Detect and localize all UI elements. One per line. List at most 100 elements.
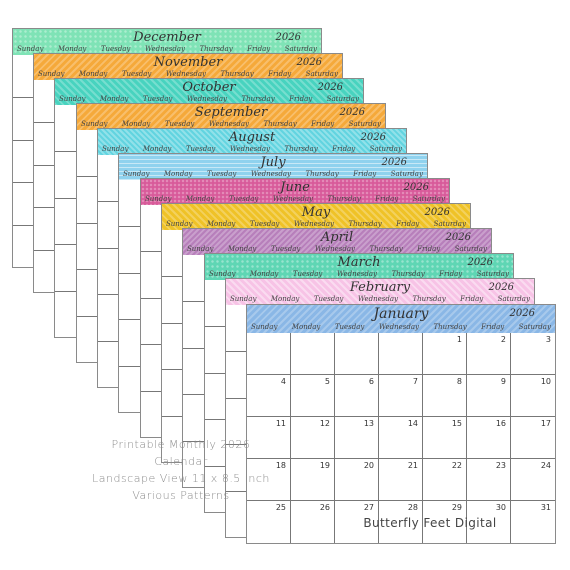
weekday-label: Thursday [391,270,425,278]
month-header-band: September 2026 Sunday Monday Tuesday Wednes… [77,104,385,130]
day-number: 1 [456,335,462,344]
day-cell: 13 [335,417,379,459]
weekday-row: Sunday Monday Tuesday Wednesday Thursday Frid… [59,95,359,103]
day-number: 4 [280,377,286,386]
weekday-label: Monday [206,220,236,228]
weekday-label: Thursday [305,170,339,178]
weekday-label: Tuesday [313,295,344,303]
weekday-label: Saturday [284,45,317,53]
weekday-label: Saturday [497,295,530,303]
day-cell: 3 [511,333,555,375]
day-number: 2 [500,335,506,344]
weekday-row: Sunday Monday Tuesday Wednesday Thursday Frid… [166,220,466,228]
day-number: 15 [451,419,462,428]
weekday-label: Wednesday [314,245,355,253]
day-cell: 30 [467,501,511,543]
weekday-label: Thursday [241,95,275,103]
day-cell: 5 [291,375,335,417]
month-title: September [194,105,268,120]
weekday-label: Thursday [348,220,382,228]
month-title: October [182,80,236,95]
weekday-label: Monday [249,270,279,278]
month-header-band: March 2026 Sunday Monday Tuesday Wednesday T… [205,254,513,280]
day-number: 13 [363,419,374,428]
day-number: 17 [540,419,551,428]
weekday-label: Wednesday [186,95,227,103]
weekday-label: Thursday [327,195,361,203]
weekday-row: Sunday Monday Tuesday Wednesday Thursday Frid… [230,295,530,303]
month-header-band: April 2026 Sunday Monday Tuesday Wednesday T… [183,229,491,255]
weekday-label: Friday [417,245,441,253]
calendar-sheet-january: January 2026 Sunday Monday Tuesday Wedne… [246,304,556,544]
day-cell: 20 [335,459,379,501]
day-number: 8 [456,377,462,386]
day-cell: 6 [335,375,379,417]
day-number: 19 [319,461,330,470]
day-cell: 12 [291,417,335,459]
weekday-label: Wednesday [293,220,334,228]
day-cell: 17 [511,417,555,459]
caption-line: Printable Monthly 2026 Calendar [111,438,251,468]
weekday-label: Sunday [166,220,193,228]
weekday-label: Sunday [187,245,214,253]
weekday-row: Sunday Monday Tuesday Wednesday Thursday Frid… [17,45,317,53]
weekday-label: Saturday [348,120,381,128]
year-label: 2026 [445,232,471,243]
day-cell: 22 [423,459,467,501]
weekday-row: Sunday Monday Tuesday Wednesday Thursday… [251,323,551,331]
day-cell: 25 [247,501,291,543]
weekday-label: Friday [375,195,399,203]
month-title: April [320,230,354,245]
month-title: November [153,55,223,70]
day-number: 31 [540,503,551,512]
weekday-label: Thursday [199,45,233,53]
day-number: 11 [275,419,286,428]
day-number: 30 [495,503,506,512]
day-cell: 18 [247,459,291,501]
month-header-band: August 2026 Sunday Monday Tuesday Wednesday… [98,129,406,155]
weekday-label: Friday [289,95,313,103]
weekday-label: Thursday [263,120,297,128]
weekday-label: Sunday [251,323,278,331]
year-label: 2026 [488,282,514,293]
day-cell: 19 [291,459,335,501]
weekday-label: Saturday [454,245,487,253]
day-number: 25 [275,503,286,512]
day-number: 6 [368,377,374,386]
weekday-label: Sunday [102,145,129,153]
weekday-label: Saturday [305,70,338,78]
weekday-label: Wednesday [165,70,206,78]
day-cell: 26 [291,501,335,543]
month-header-band: January 2026 Sunday Monday Tuesday Wedne… [247,305,555,333]
day-cell [247,333,291,375]
year-label: 2026 [381,157,407,168]
day-number: 27 [363,503,374,512]
day-number: 29 [451,503,462,512]
weekday-label: Thursday [284,145,318,153]
month-header-band: February 2026 Sunday Monday Tuesday Wednesd… [226,279,534,305]
weekday-label: Friday [247,45,271,53]
weekday-label: Tuesday [121,70,152,78]
weekday-label: Tuesday [270,245,301,253]
weekday-label: Monday [185,195,215,203]
day-number: 22 [451,461,462,470]
weekday-label: Wednesday [144,45,185,53]
weekday-row: Sunday Monday Tuesday Wednesday Thursday Frid… [38,70,338,78]
weekday-row: Sunday Monday Tuesday Wednesday Thursday Frid… [123,170,423,178]
weekday-label: Monday [227,245,257,253]
weekday-row: Sunday Monday Tuesday Wednesday Thursday Frid… [209,270,509,278]
weekday-label: Saturday [369,145,402,153]
month-title: May [301,205,331,220]
weekday-label: Thursday [220,70,254,78]
weekday-label: Friday [332,145,356,153]
day-cell: 28 [379,501,423,543]
day-number: 18 [275,461,286,470]
weekday-label: Sunday [38,70,65,78]
month-title: March [337,255,381,270]
weekday-label: Monday [270,295,300,303]
month-header-band: November 2026 Sunday Monday Tuesday Wednesd… [34,54,342,80]
year-label: 2026 [296,57,322,68]
weekday-label: Wednesday [250,170,291,178]
day-cell: 11 [247,417,291,459]
brand-signature: Butterfly Feet Digital [363,516,497,530]
